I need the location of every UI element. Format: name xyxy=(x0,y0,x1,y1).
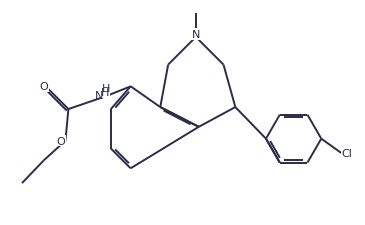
Text: O: O xyxy=(39,82,48,92)
Text: N: N xyxy=(95,91,103,101)
Text: N: N xyxy=(192,30,200,40)
Text: H: H xyxy=(101,88,109,98)
Text: O: O xyxy=(56,136,65,146)
Text: H: H xyxy=(102,84,110,94)
Text: Cl: Cl xyxy=(342,149,352,159)
